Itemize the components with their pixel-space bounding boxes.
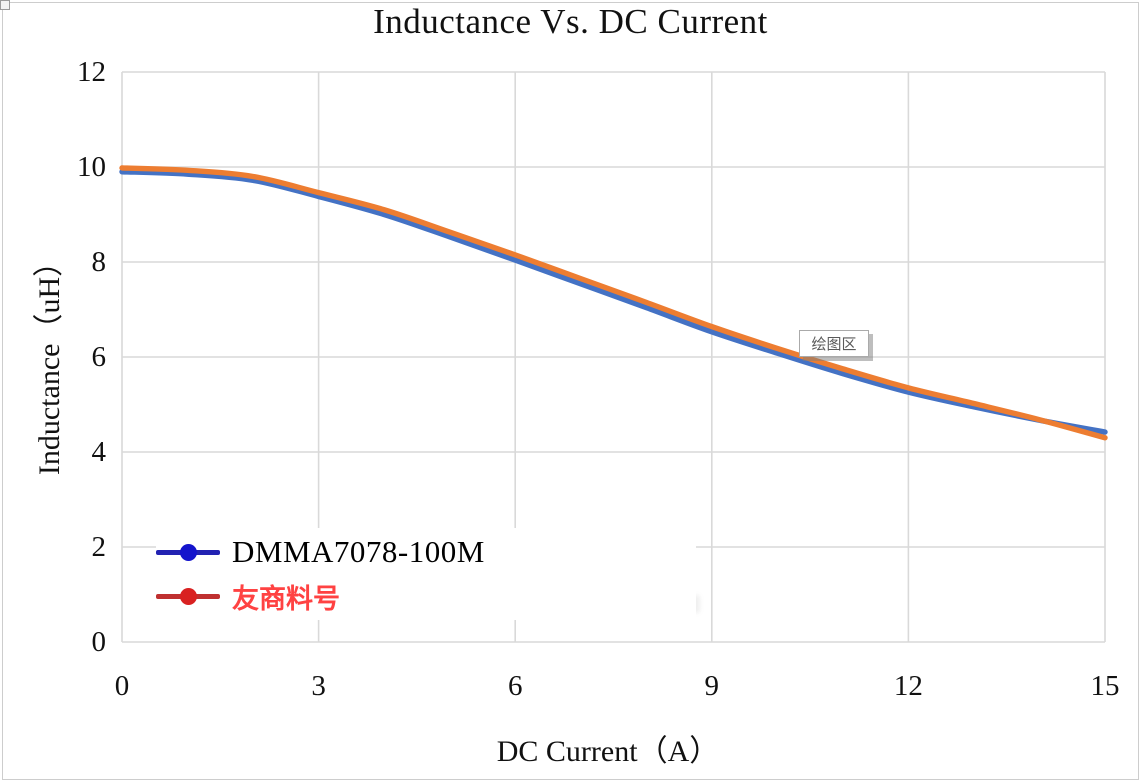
y-tick-label: 10 (77, 151, 106, 183)
legend-marker-icon (180, 588, 197, 605)
y-tick-label: 6 (91, 341, 107, 373)
x-tick-label: 0 (114, 670, 130, 702)
x-tick-label: 9 (704, 670, 720, 702)
legend-line-sample-blue (156, 543, 220, 561)
x-axis-title: DC Current（A） (496, 735, 720, 768)
series-line-0[interactable] (119, 169, 1108, 435)
y-tick-label: 4 (91, 436, 107, 468)
series-line-1[interactable] (119, 165, 1108, 441)
tooltip-text: 绘图区 (811, 336, 857, 353)
y-axis-title: Inductance（uH） (33, 246, 66, 476)
legend-line-sample-red (156, 587, 220, 605)
x-tick-label: 3 (311, 670, 326, 702)
x-tick-label: 15 (1090, 670, 1120, 702)
x-tick-label: 6 (507, 670, 523, 702)
chart-legend: DMMA7078-100M 友商料号 (156, 528, 696, 620)
legend-label: DMMA7078-100M (232, 534, 485, 569)
y-tick-label: 12 (77, 56, 106, 88)
chart-title[interactable]: Inductance Vs. DC Current (373, 2, 768, 41)
legend-marker-icon (180, 544, 197, 561)
plot-area-tooltip: 绘图区 (799, 330, 869, 357)
x-tick-label: 12 (893, 670, 923, 702)
legend-item-dmma7078[interactable]: DMMA7078-100M (156, 530, 696, 574)
legend-label: 友商料号 (232, 583, 340, 614)
y-tick-label: 0 (91, 626, 107, 658)
selection-corner-handle[interactable] (0, 0, 10, 10)
y-tick-label: 2 (91, 531, 107, 563)
y-tick-label: 8 (91, 246, 107, 278)
legend-item-competitor[interactable]: 友商料号 (156, 574, 696, 618)
